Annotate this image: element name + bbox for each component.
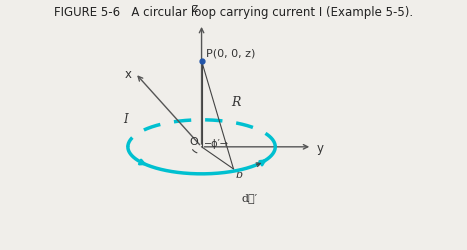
Text: O: O [189, 137, 198, 147]
Text: FIGURE 5-6   A circular loop carrying current I (Example 5-5).: FIGURE 5-6 A circular loop carrying curr… [54, 6, 413, 18]
Text: −ϕ′→: −ϕ′→ [204, 139, 229, 149]
Text: x: x [125, 68, 132, 81]
Text: z: z [191, 2, 198, 16]
Text: R: R [231, 96, 241, 109]
Text: y: y [317, 142, 324, 154]
Text: dℓ′: dℓ′ [241, 194, 257, 203]
Text: P(0, 0, z): P(0, 0, z) [206, 48, 256, 58]
Text: b: b [236, 170, 243, 180]
Text: I: I [124, 113, 128, 126]
